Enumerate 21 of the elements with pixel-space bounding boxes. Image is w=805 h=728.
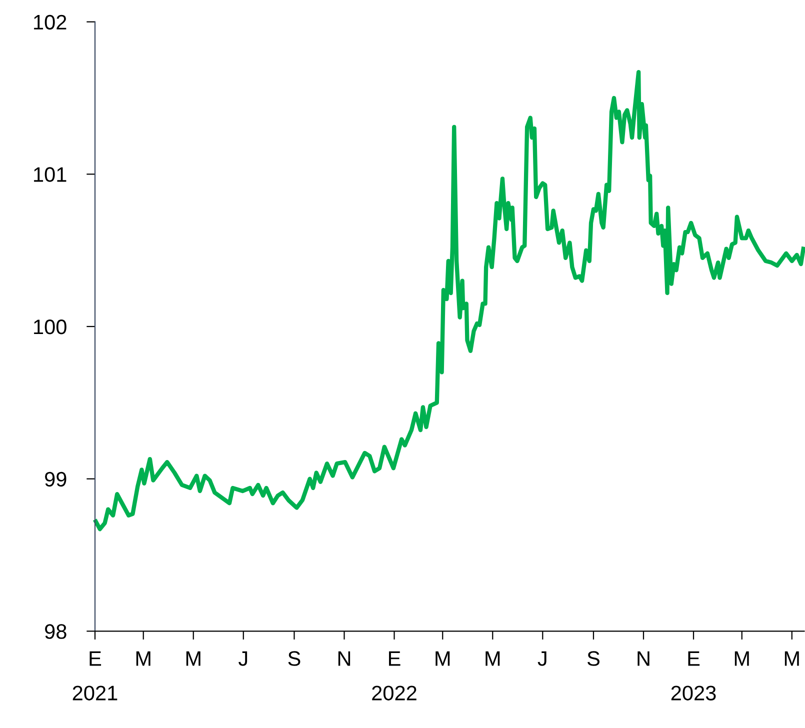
x-tick-label: N bbox=[638, 651, 650, 666]
x-tick-label: N bbox=[338, 651, 350, 666]
x-tick-label: M bbox=[486, 651, 500, 666]
y-tick-label: 102 bbox=[34, 14, 66, 30]
x-tick-label: E 2021 bbox=[72, 651, 118, 700]
y-tick-label: 100 bbox=[34, 320, 66, 334]
x-tick-label: M bbox=[784, 651, 799, 666]
y-tick-label: 101 bbox=[34, 167, 66, 182]
x-tick-label: J bbox=[538, 651, 546, 666]
x-tick-label: J bbox=[238, 651, 248, 666]
x-tick-label: E 2023 bbox=[671, 651, 716, 700]
y-tick-label: 98 bbox=[45, 624, 66, 639]
y-tick-label: 99 bbox=[45, 472, 66, 487]
x-tick-label: M bbox=[734, 651, 749, 666]
line-series bbox=[94, 70, 805, 532]
x-tick-label: S bbox=[288, 651, 300, 666]
x-tick-label: E 2022 bbox=[372, 651, 416, 700]
x-tick-label: M bbox=[436, 651, 450, 666]
x-tick-label: M bbox=[186, 651, 200, 666]
x-tick-label: M bbox=[136, 651, 150, 666]
x-tick-label: S bbox=[587, 651, 600, 666]
